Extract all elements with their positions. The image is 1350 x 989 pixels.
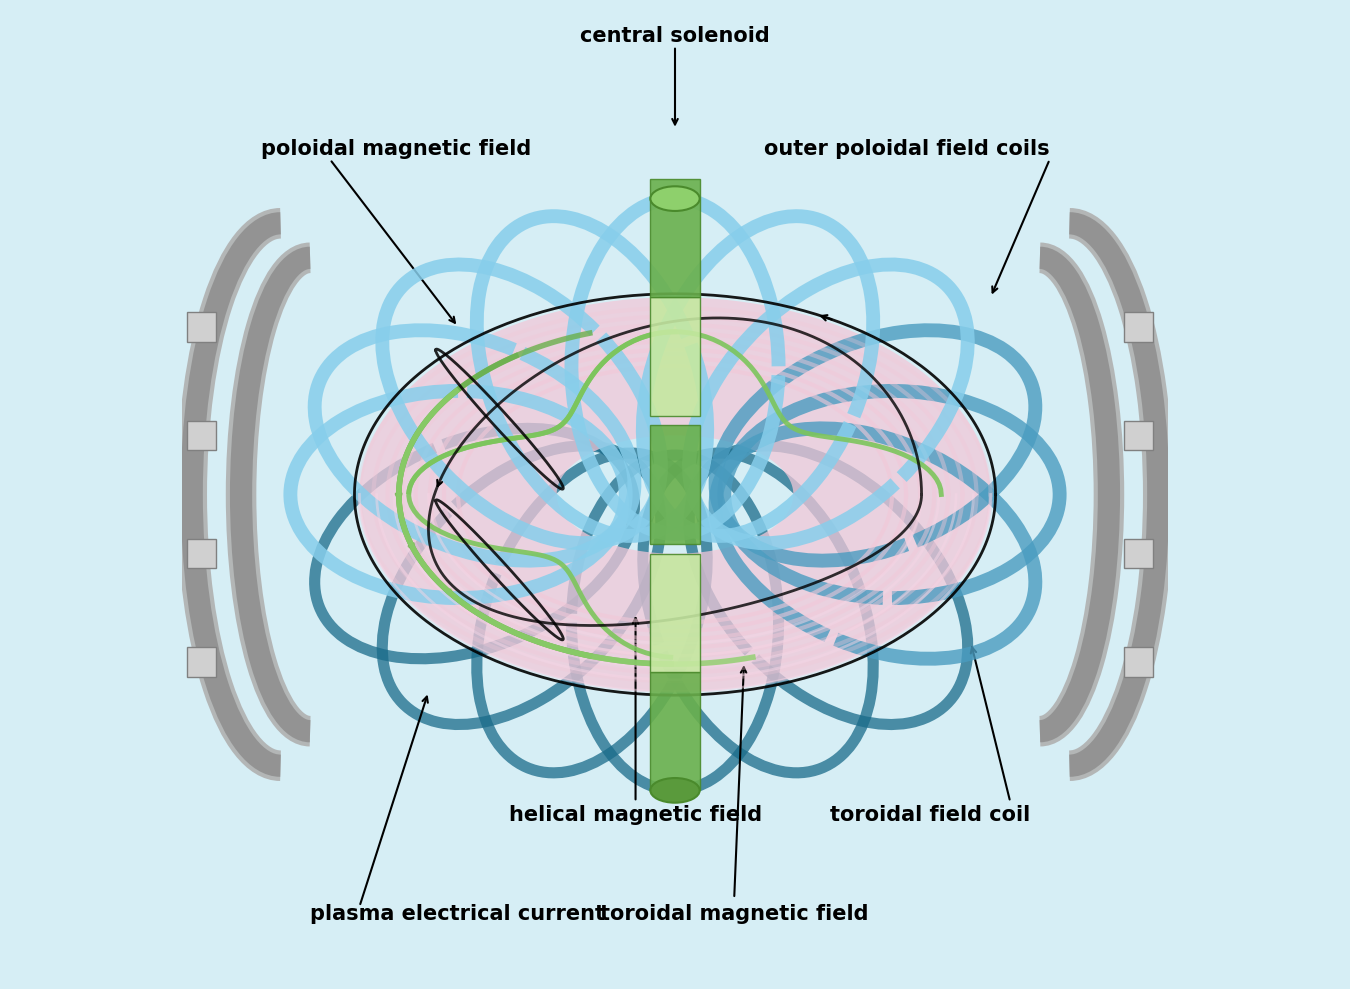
FancyBboxPatch shape — [651, 425, 699, 544]
FancyBboxPatch shape — [186, 648, 216, 676]
FancyBboxPatch shape — [186, 539, 216, 569]
FancyBboxPatch shape — [1123, 539, 1153, 569]
Text: toroidal field coil: toroidal field coil — [830, 805, 1030, 825]
FancyBboxPatch shape — [1123, 313, 1153, 341]
Text: outer poloidal field coils: outer poloidal field coils — [764, 139, 1050, 159]
FancyBboxPatch shape — [1123, 420, 1153, 450]
Text: poloidal magnetic field: poloidal magnetic field — [261, 139, 531, 159]
FancyBboxPatch shape — [651, 298, 699, 415]
Text: toroidal magnetic field: toroidal magnetic field — [599, 904, 868, 924]
PathPatch shape — [359, 298, 991, 691]
Text: central solenoid: central solenoid — [580, 26, 770, 45]
FancyBboxPatch shape — [186, 313, 216, 341]
FancyBboxPatch shape — [651, 179, 699, 298]
FancyBboxPatch shape — [651, 672, 699, 790]
FancyBboxPatch shape — [1123, 648, 1153, 676]
FancyBboxPatch shape — [651, 554, 699, 672]
Ellipse shape — [651, 778, 699, 803]
FancyBboxPatch shape — [186, 420, 216, 450]
Text: plasma electrical current: plasma electrical current — [310, 904, 605, 924]
Ellipse shape — [651, 186, 699, 211]
Text: helical magnetic field: helical magnetic field — [509, 805, 763, 825]
